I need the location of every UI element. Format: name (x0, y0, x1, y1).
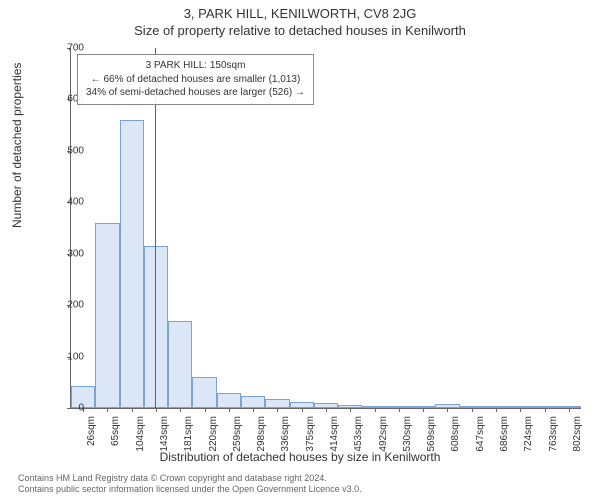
ytick-label: 500 (44, 145, 84, 156)
ytick-label: 400 (44, 197, 84, 208)
chart-title-desc: Size of property relative to detached ho… (0, 21, 600, 38)
xtick-mark (180, 408, 181, 412)
histogram-bar (217, 393, 241, 408)
xtick-mark (423, 408, 424, 412)
xtick-mark (350, 408, 351, 412)
histogram-bar (265, 399, 289, 408)
xtick-mark (302, 408, 303, 412)
xtick-mark (472, 408, 473, 412)
annotation-line-larger: 34% of semi-detached houses are larger (… (86, 86, 305, 100)
ytick-label: 700 (44, 43, 84, 54)
xtick-mark (447, 408, 448, 412)
footer-attribution: Contains HM Land Registry data © Crown c… (18, 473, 362, 496)
xtick-mark (156, 408, 157, 412)
footer-line-1: Contains HM Land Registry data © Crown c… (18, 473, 362, 485)
histogram-bar (241, 396, 265, 408)
xtick-mark (520, 408, 521, 412)
histogram-bar (95, 223, 119, 408)
ytick-label: 100 (44, 351, 84, 362)
ytick-label: 200 (44, 300, 84, 311)
xtick-mark (253, 408, 254, 412)
xtick-mark (326, 408, 327, 412)
y-axis-label: Number of detached properties (10, 63, 24, 228)
annotation-line-property: 3 PARK HILL: 150sqm (86, 59, 305, 73)
footer-line-2: Contains public sector information licen… (18, 484, 362, 496)
plot-box: 3 PARK HILL: 150sqm ← 66% of detached ho… (70, 48, 581, 409)
xtick-mark (399, 408, 400, 412)
ytick-label: 300 (44, 248, 84, 259)
histogram-bar (192, 377, 216, 408)
chart-title-address: 3, PARK HILL, KENILWORTH, CV8 2JG (0, 0, 600, 21)
x-axis-label: Distribution of detached houses by size … (0, 450, 600, 464)
annotation-box: 3 PARK HILL: 150sqm ← 66% of detached ho… (77, 54, 314, 105)
xtick-mark (132, 408, 133, 412)
histogram-bar (144, 246, 168, 408)
xtick-mark (205, 408, 206, 412)
xtick-mark (569, 408, 570, 412)
ytick-label: 0 (44, 403, 84, 414)
xtick-mark (277, 408, 278, 412)
xtick-mark (107, 408, 108, 412)
histogram-bar (168, 321, 192, 408)
xtick-mark (545, 408, 546, 412)
chart-container: 3, PARK HILL, KENILWORTH, CV8 2JG Size o… (0, 0, 600, 500)
xtick-mark (496, 408, 497, 412)
xtick-mark (375, 408, 376, 412)
chart-plot-area: 3 PARK HILL: 150sqm ← 66% of detached ho… (70, 48, 580, 408)
xtick-mark (229, 408, 230, 412)
annotation-line-smaller: ← 66% of detached houses are smaller (1,… (86, 73, 305, 87)
histogram-bar (120, 120, 144, 408)
